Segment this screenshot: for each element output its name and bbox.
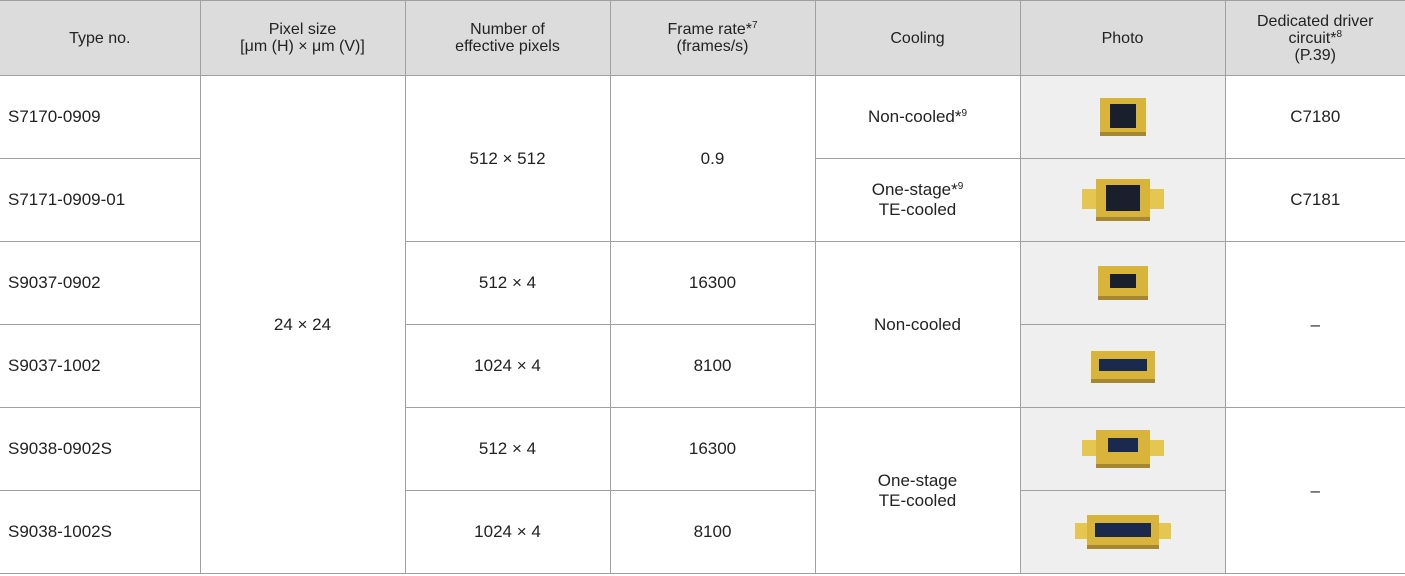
row: S9037-0902 512 × 4 16300 Non-cooled – — [0, 241, 1405, 408]
footnote-ref: 8 — [1336, 28, 1343, 40]
photo-cell — [1019, 75, 1226, 159]
header-text: Pixel size — [268, 21, 337, 38]
type-cell: S7171-0909-01 — [0, 158, 201, 242]
frame-rate-cell: 16300 — [609, 241, 816, 325]
frame-rate-cell: 8100 — [609, 324, 816, 408]
row: S7170-0909 24 × 24 512 × 512 0.9 Non-coo… — [0, 75, 1405, 574]
header-text: (P.39) — [1294, 46, 1336, 64]
footnote-ref: 9 — [957, 181, 964, 192]
header-text: Frame rate* — [667, 21, 752, 38]
header-row: Type no. Pixel size [μm (H) × μm (V)] Num… — [0, 0, 1405, 76]
header-cell: Type no. — [0, 0, 201, 76]
photo-cell — [1019, 158, 1226, 242]
header-text: Type no. — [69, 29, 131, 47]
type-cell: S9038-1002S — [0, 490, 201, 574]
pixels-cell: 512 × 4 — [404, 407, 611, 491]
row: S7171-0909-01 One-stage*9 TE-cooled C7181 — [0, 158, 1405, 242]
header-cell: Dedicated driver circuit*8 (P.39) — [1224, 0, 1405, 76]
header-text: circuit* — [1288, 29, 1337, 47]
cooling-text: One-stage — [877, 470, 958, 490]
header-cell: Pixel size [μm (H) × μm (V)] — [199, 0, 406, 76]
header-cell: Cooling — [814, 0, 1021, 76]
type-cell: S9037-1002 — [0, 324, 201, 408]
sensor-photo — [1097, 266, 1148, 300]
driver-cell: C7181 — [1224, 158, 1405, 242]
photo-cell — [1019, 407, 1226, 491]
photo-cell — [1019, 241, 1226, 325]
header-cell: Photo — [1019, 0, 1226, 76]
row: S9038-1002S 1024 × 4 8100 — [0, 490, 1405, 574]
pixels-cell: 512 × 512 — [404, 75, 611, 242]
frame-rate-cell: 16300 — [609, 407, 816, 491]
header-text: Photo — [1101, 29, 1144, 47]
footnote-ref: 7 — [751, 20, 758, 31]
pixels-cell: 1024 × 4 — [404, 324, 611, 408]
photo-cell — [1019, 324, 1225, 408]
type-cell: S9037-0902 — [0, 241, 201, 325]
pixels-cell: 1024 × 4 — [404, 490, 611, 574]
driver-cell: – — [1224, 407, 1405, 574]
cooling-cell: Non-cooled*9 — [814, 75, 1021, 159]
header-text: Number of — [470, 21, 545, 38]
cooling-text: Non-cooled* — [867, 107, 962, 126]
type-cell: S9038-0902S — [0, 407, 201, 491]
header-cell: Number of effective pixels — [404, 0, 611, 76]
row: S9038-0902S 512 × 4 16300 One-stage TE-co… — [0, 407, 1405, 574]
header-text: Cooling — [890, 29, 945, 47]
cooling-text: TE-cooled — [878, 490, 957, 510]
sensor-photo — [1099, 98, 1146, 136]
type-cell: S7170-0909 — [0, 75, 201, 159]
header-cell: Frame rate*7 (frames/s) — [609, 0, 816, 76]
header-text: Dedicated driver — [1257, 12, 1374, 30]
driver-cell: – — [1224, 241, 1405, 408]
footnote-ref: 9 — [961, 108, 968, 119]
photo-cell — [1019, 490, 1225, 574]
row: S9037-1002 1024 × 4 8100 — [0, 324, 1405, 408]
header-text: [μm (H) × μm (V)] — [240, 38, 365, 55]
sensor-photo — [1090, 351, 1155, 383]
sensor-photo — [1081, 179, 1164, 221]
cooling-cell: One-stage*9 TE-cooled — [814, 158, 1021, 242]
pixel-size-cell: 24 × 24 — [199, 75, 406, 574]
cooling-cell: One-stage TE-cooled — [814, 407, 1021, 574]
frame-rate-cell: 8100 — [609, 490, 816, 574]
driver-cell: C7180 — [1224, 75, 1405, 159]
frame-rate-cell: 0.9 — [609, 75, 816, 242]
pixels-cell: 512 × 4 — [404, 241, 611, 325]
header-text: (frames/s) — [676, 38, 749, 55]
sensor-photo — [1074, 515, 1171, 549]
sensor-photo — [1081, 430, 1164, 468]
header-text: effective pixels — [455, 38, 560, 55]
cooling-text: TE-cooled — [878, 200, 957, 219]
cooling-text: One-stage* — [871, 180, 958, 199]
cooling-cell: Non-cooled — [814, 241, 1021, 408]
